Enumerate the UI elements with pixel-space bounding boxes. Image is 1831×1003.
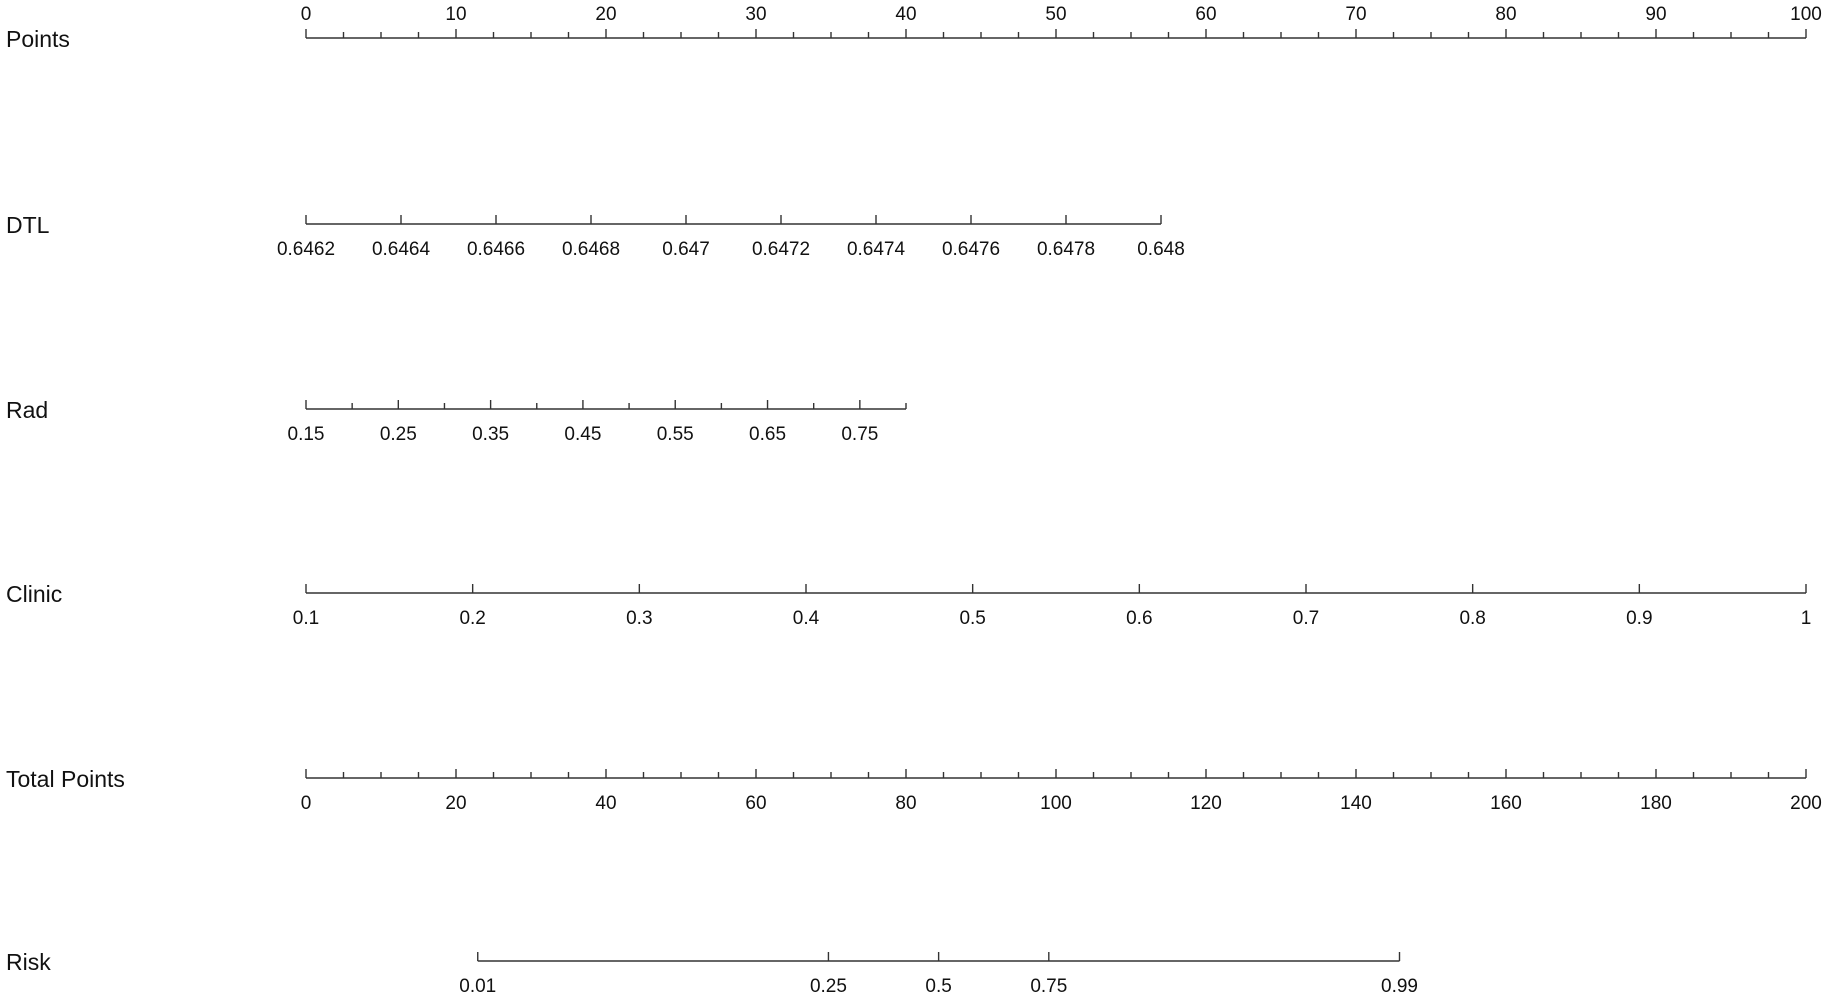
- tick-label: 200: [1790, 793, 1822, 814]
- tick-label: 50: [1045, 4, 1066, 25]
- tick-label: 0.3: [626, 608, 652, 629]
- tick-label: 0.15: [288, 424, 325, 445]
- tick-label: 0.6466: [467, 239, 525, 260]
- row-label: Total Points: [6, 766, 125, 792]
- tick-label: 0.7: [1293, 608, 1319, 629]
- tick-label: 0.45: [564, 424, 601, 445]
- tick-label: 10: [445, 4, 466, 25]
- tick-label: 0.25: [380, 424, 417, 445]
- tick-label: 1: [1801, 608, 1812, 629]
- tick-label: 0.6478: [1037, 239, 1095, 260]
- tick-label: 0.75: [841, 424, 878, 445]
- tick-label: 140: [1340, 793, 1372, 814]
- tick-label: 30: [745, 4, 766, 25]
- tick-label: 0: [301, 4, 312, 25]
- tick-label: 0.8: [1459, 608, 1485, 629]
- row-label: Risk: [6, 949, 51, 975]
- tick-label: 0.5: [925, 976, 951, 997]
- row-label: DTL: [6, 212, 50, 238]
- row-label: Points: [6, 26, 70, 52]
- tick-label: 0.6472: [752, 239, 810, 260]
- tick-label: 80: [895, 793, 916, 814]
- tick-label: 0.35: [472, 424, 509, 445]
- tick-label: 40: [895, 4, 916, 25]
- tick-label: 70: [1345, 4, 1366, 25]
- tick-label: 0.6474: [847, 239, 906, 260]
- tick-label: 0.6468: [562, 239, 620, 260]
- tick-label: 60: [1195, 4, 1216, 25]
- tick-label: 120: [1190, 793, 1222, 814]
- tick-label: 60: [745, 793, 766, 814]
- tick-label: 0.9: [1626, 608, 1652, 629]
- tick-label: 40: [595, 793, 616, 814]
- tick-label: 100: [1040, 793, 1072, 814]
- tick-label: 80: [1495, 4, 1516, 25]
- row-label: Clinic: [6, 581, 62, 607]
- tick-label: 0.99: [1381, 976, 1418, 997]
- tick-label: 0.4: [793, 608, 820, 629]
- tick-label: 0.648: [1137, 239, 1185, 260]
- tick-label: 20: [595, 4, 616, 25]
- tick-label: 0.6: [1126, 608, 1152, 629]
- tick-label: 90: [1645, 4, 1666, 25]
- tick-label: 0.55: [657, 424, 694, 445]
- tick-label: 0.25: [810, 976, 847, 997]
- tick-label: 0.75: [1030, 976, 1067, 997]
- tick-label: 0.6476: [942, 239, 1000, 260]
- tick-label: 0.6462: [277, 239, 335, 260]
- tick-label: 20: [445, 793, 466, 814]
- tick-label: 0.01: [459, 976, 496, 997]
- tick-label: 0.2: [459, 608, 485, 629]
- row-label: Rad: [6, 397, 48, 423]
- tick-label: 180: [1640, 793, 1672, 814]
- tick-label: 0: [301, 793, 312, 814]
- tick-label: 0.1: [293, 608, 319, 629]
- tick-label: 0.647: [662, 239, 710, 260]
- tick-label: 160: [1490, 793, 1522, 814]
- tick-label: 0.65: [749, 424, 786, 445]
- tick-label: 0.6464: [372, 239, 431, 260]
- tick-label: 100: [1790, 4, 1822, 25]
- tick-label: 0.5: [959, 608, 985, 629]
